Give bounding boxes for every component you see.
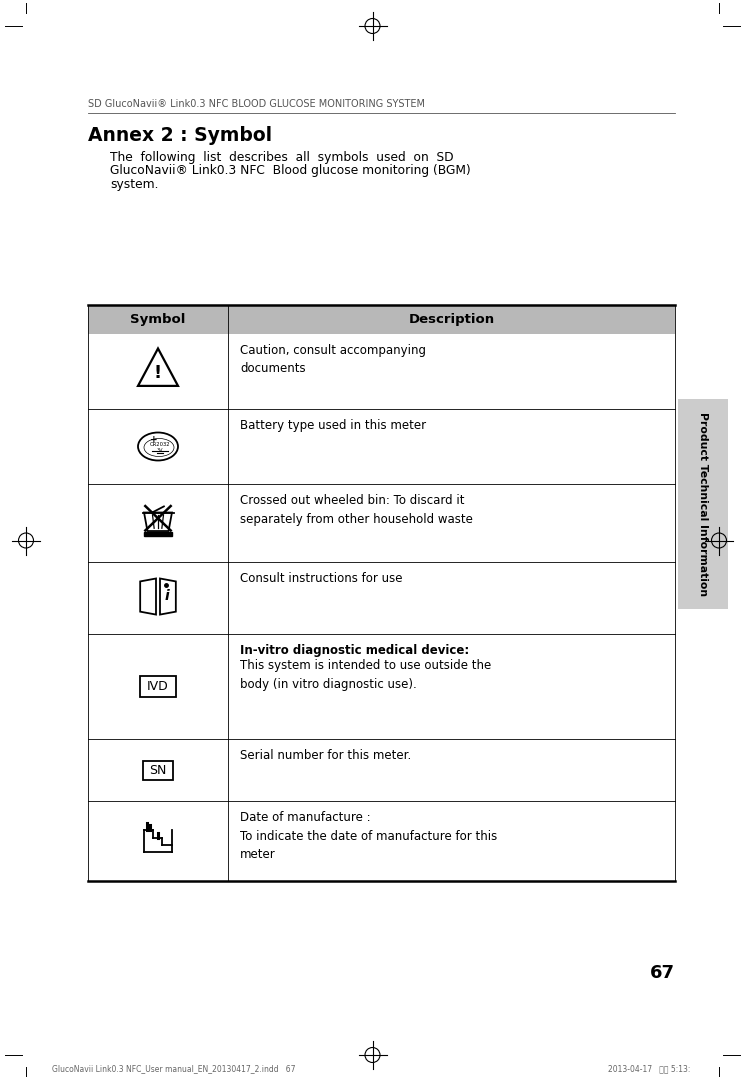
Text: Product Technical Information: Product Technical Information <box>698 412 708 596</box>
Text: Crossed out wheeled bin: To discard it
separately from other household waste: Crossed out wheeled bin: To discard it s… <box>240 494 473 525</box>
Text: i: i <box>164 589 169 603</box>
Text: Consult instructions for use: Consult instructions for use <box>240 572 402 585</box>
Text: The  following  list  describes  all  symbols  used  on  SD: The following list describes all symbols… <box>110 151 454 164</box>
Text: Serial number for this meter.: Serial number for this meter. <box>240 749 411 762</box>
FancyBboxPatch shape <box>88 305 675 334</box>
Text: Caution, consult accompanying
documents: Caution, consult accompanying documents <box>240 344 426 375</box>
Text: !: ! <box>154 363 162 382</box>
FancyBboxPatch shape <box>140 676 176 697</box>
Text: SN: SN <box>149 763 167 776</box>
Text: Symbol: Symbol <box>130 313 186 326</box>
Text: Date of manufacture :
To indicate the date of manufacture for this
meter: Date of manufacture : To indicate the da… <box>240 811 497 860</box>
Text: 67: 67 <box>650 964 675 982</box>
Text: +: + <box>150 435 158 443</box>
Text: system.: system. <box>110 178 159 191</box>
Text: This system is intended to use outside the
body (in vitro diagnostic use).: This system is intended to use outside t… <box>240 659 491 691</box>
Text: 2013-04-17   오후 5:13:: 2013-04-17 오후 5:13: <box>608 1065 690 1073</box>
Text: GlucoNavii Link0.3 NFC_User manual_EN_20130417_2.indd   67: GlucoNavii Link0.3 NFC_User manual_EN_20… <box>52 1065 296 1073</box>
Text: CR2032: CR2032 <box>150 442 171 448</box>
FancyBboxPatch shape <box>143 761 173 779</box>
Text: Battery type used in this meter: Battery type used in this meter <box>240 419 426 432</box>
Text: Annex 2 : Symbol: Annex 2 : Symbol <box>88 126 272 145</box>
FancyBboxPatch shape <box>678 399 728 609</box>
Text: Description: Description <box>408 313 495 326</box>
Text: IVD: IVD <box>147 680 169 693</box>
Text: SD GlucoNavii® Link0.3 NFC BLOOD GLUCOSE MONITORING SYSTEM: SD GlucoNavii® Link0.3 NFC BLOOD GLUCOSE… <box>88 99 425 109</box>
Text: GlucoNavii® Link0.3 NFC  Blood glucose monitoring (BGM): GlucoNavii® Link0.3 NFC Blood glucose mo… <box>110 164 471 177</box>
Text: 3V: 3V <box>156 448 163 453</box>
FancyBboxPatch shape <box>145 532 171 536</box>
Text: In-vitro diagnostic medical device:: In-vitro diagnostic medical device: <box>240 644 469 657</box>
